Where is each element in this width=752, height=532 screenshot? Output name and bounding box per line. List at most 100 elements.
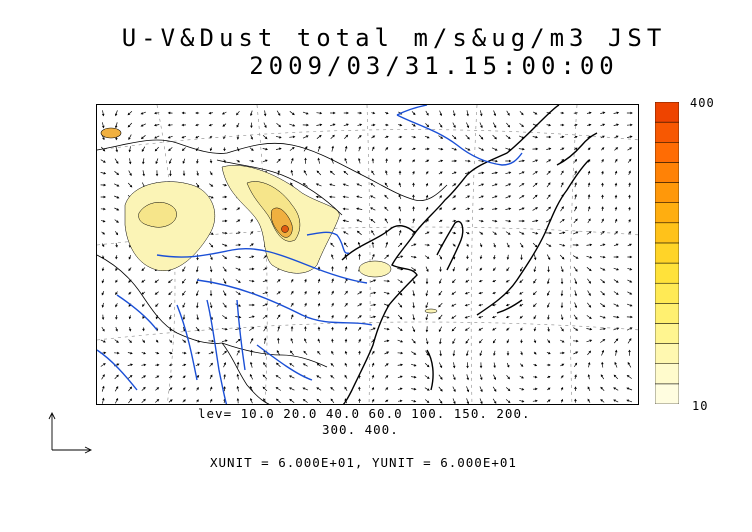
wind-vector: [546, 363, 551, 367]
wind-vector: [479, 362, 483, 369]
wind-vector: [195, 290, 199, 297]
wind-vector: [343, 242, 348, 248]
wind-vector: [614, 182, 618, 187]
wind-vector: [493, 110, 497, 117]
wind-vector: [248, 303, 255, 307]
wind-vector: [344, 290, 348, 295]
wind-vector: [573, 218, 578, 224]
wind-vector: [383, 279, 390, 283]
wind-vector: [127, 122, 133, 128]
wind-vector: [344, 157, 348, 164]
wind-vector: [262, 303, 268, 307]
wind-vector: [195, 266, 199, 273]
wind-vector: [452, 183, 457, 187]
wind-vector: [574, 158, 578, 163]
wind-vector: [438, 326, 443, 333]
wind-vector: [491, 195, 498, 199]
wind-vector: [533, 339, 537, 344]
wind-vector: [371, 146, 375, 152]
wind-vector: [627, 279, 633, 283]
wind-vector: [181, 147, 186, 152]
wind-vector: [492, 398, 497, 404]
wind-vector: [371, 386, 375, 391]
wind-vector: [465, 279, 470, 283]
wind-vector: [451, 147, 457, 151]
wind-vector: [586, 243, 593, 247]
wind-vector: [478, 219, 484, 223]
wind-vector: [492, 279, 497, 283]
wind-vector: [303, 170, 308, 176]
wind-vector: [626, 374, 632, 379]
wind-vector: [195, 135, 200, 139]
wind-vector: [114, 183, 120, 187]
wind-vector: [601, 361, 604, 368]
wind-vector: [169, 314, 172, 320]
wind-vector: [330, 375, 335, 379]
wind-vector: [115, 146, 119, 153]
wind-vector: [276, 279, 281, 283]
wind-vector: [426, 338, 429, 345]
wind-vector: [465, 350, 469, 357]
wind-vector: [466, 255, 469, 260]
wind-vector: [452, 398, 456, 404]
wind-vector: [438, 314, 443, 320]
wind-vector: [466, 398, 470, 404]
wind-vector: [559, 243, 566, 247]
wind-vector: [344, 350, 348, 355]
wind-vector: [140, 111, 146, 115]
wind-vector: [613, 399, 619, 403]
wind-vector: [534, 254, 537, 261]
wind-vector: [330, 134, 335, 140]
wind-vector: [533, 327, 537, 332]
wind-vector: [425, 290, 428, 297]
wind-vector: [262, 386, 268, 392]
wind-vector: [222, 278, 227, 285]
wind-vector: [411, 123, 416, 127]
wind-vector: [277, 169, 280, 176]
wind-vector: [546, 399, 551, 403]
wind-vector: [263, 255, 267, 259]
wind-vector: [370, 207, 376, 211]
graticule: [97, 105, 638, 404]
wind-vector: [478, 134, 484, 140]
wind-vector: [424, 362, 430, 368]
wind-vector: [492, 207, 498, 211]
wind-vector: [424, 387, 430, 391]
wind-vector: [114, 219, 119, 223]
wind-vector: [573, 266, 578, 272]
wind-vector: [344, 338, 348, 343]
wind-vector: [587, 123, 592, 127]
wind-vector: [505, 135, 511, 140]
wind-vector: [438, 135, 444, 139]
wind-vector: [358, 350, 361, 355]
wind-vector: [222, 350, 227, 356]
wind-vector: [196, 170, 199, 176]
wind-vector: [546, 375, 551, 379]
wind-vector: [275, 362, 281, 368]
wind-vector: [370, 291, 377, 295]
wind-vector: [492, 231, 497, 235]
wind-vector: [614, 147, 619, 151]
colorbar-segment: [655, 363, 679, 385]
wind-vector: [491, 171, 498, 175]
wind-vector: [329, 183, 336, 187]
wind-vector: [236, 349, 240, 356]
wind-vector: [465, 219, 471, 223]
wind-vector: [600, 278, 606, 284]
wind-vector: [167, 123, 173, 127]
wind-vector: [358, 362, 361, 367]
wind-vector: [397, 351, 404, 355]
wind-vector: [466, 374, 470, 381]
wind-vector: [317, 338, 321, 343]
colorbar-segment: [655, 182, 679, 203]
wind-vector: [356, 230, 362, 236]
wind-vector: [398, 229, 402, 236]
wind-vector: [100, 363, 106, 367]
dust-plume-east: [358, 260, 438, 314]
wind-vector: [384, 254, 390, 260]
wind-vector: [546, 243, 552, 247]
wind-vector: [560, 290, 564, 297]
wind-vector: [505, 387, 511, 392]
wind-vector: [343, 231, 349, 235]
wind-vector: [344, 326, 348, 331]
